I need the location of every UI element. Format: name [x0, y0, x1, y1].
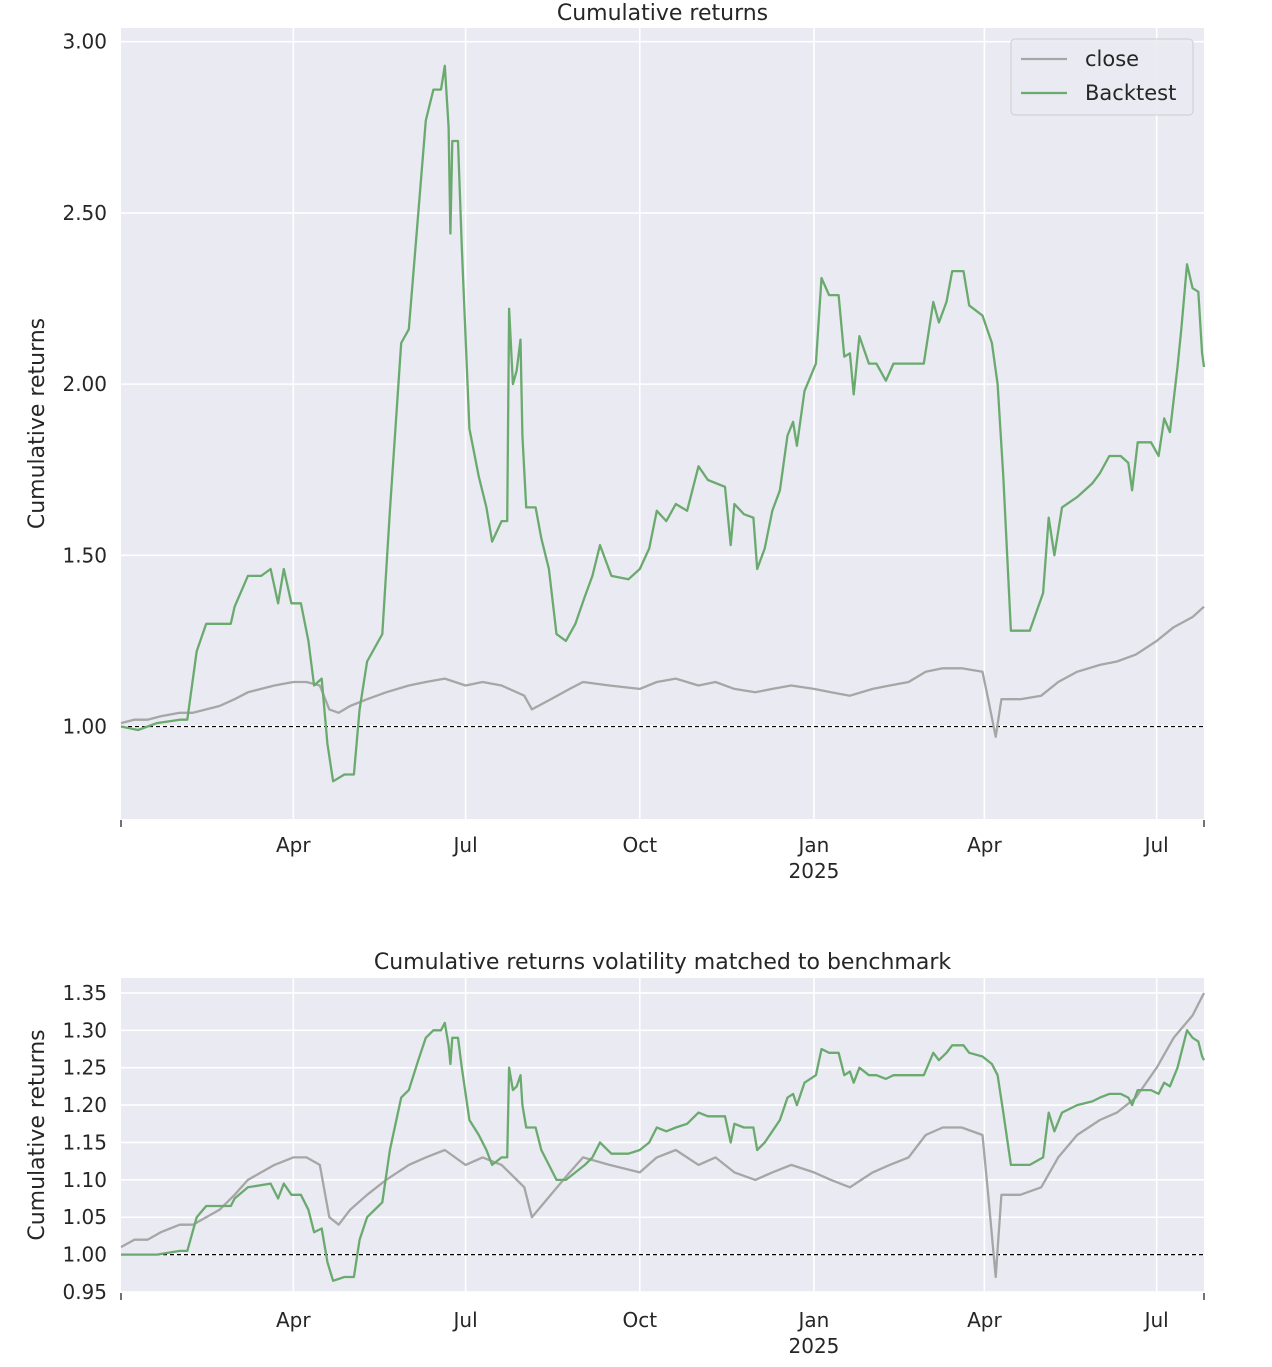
x-tick-year-label: 2025: [789, 1334, 840, 1358]
x-tick-label: Jul: [452, 833, 478, 857]
y-axis-label: Cumulative returns: [25, 318, 50, 529]
x-tick-label: Oct: [622, 833, 657, 857]
chart-title: Cumulative returns volatility matched to…: [374, 950, 952, 975]
legend-entry-label: close: [1085, 47, 1139, 71]
x-tick-label: Apr: [967, 1308, 1002, 1332]
x-tick-label: Jul: [1143, 833, 1169, 857]
y-tick-label: 1.00: [62, 1243, 107, 1267]
x-tick-year-label: 2025: [789, 859, 840, 883]
legend-entry-label: Backtest: [1085, 81, 1176, 105]
x-tick-label: Jan: [797, 1308, 830, 1332]
y-tick-label: 2.50: [62, 201, 107, 225]
x-tick-label: Jul: [1143, 1308, 1169, 1332]
x-tick-label: Apr: [276, 833, 311, 857]
y-tick-label: 1.15: [62, 1130, 107, 1154]
chart-title: Cumulative returns: [557, 1, 768, 26]
y-tick-label: 1.00: [62, 715, 107, 739]
x-tick-label: Jul: [452, 1308, 478, 1332]
y-tick-label: 1.05: [62, 1205, 107, 1229]
x-tick-label: Oct: [622, 1308, 657, 1332]
y-tick-label: 1.20: [62, 1093, 107, 1117]
x-tick-label: Apr: [967, 833, 1002, 857]
backtest-series-line: [121, 1021, 1206, 1282]
plot-area: [121, 28, 1204, 819]
y-tick-label: 1.50: [62, 543, 107, 567]
y-tick-label: 1.25: [62, 1056, 107, 1080]
plot-area: [121, 978, 1204, 1292]
backtest-series-line: [120, 64, 1206, 783]
x-tick-label: Apr: [276, 1308, 311, 1332]
y-tick-label: 3.00: [62, 30, 107, 54]
y-axis-label: Cumulative returns: [25, 1029, 50, 1240]
legend: close Backtest: [1010, 38, 1194, 116]
y-tick-label: 1.30: [62, 1018, 107, 1042]
close-series-line: [120, 992, 1206, 1279]
x-tick-label: Jan: [797, 833, 830, 857]
y-tick-label: 0.95: [62, 1280, 107, 1304]
y-tick-label: 1.10: [62, 1168, 107, 1192]
close-series-line: [120, 605, 1205, 738]
y-tick-label: 2.00: [62, 372, 107, 396]
y-tick-label: 1.35: [62, 981, 107, 1005]
